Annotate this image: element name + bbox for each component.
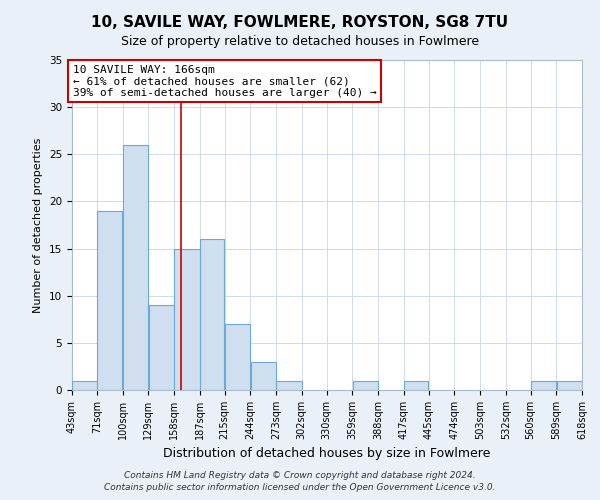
Y-axis label: Number of detached properties: Number of detached properties bbox=[34, 138, 43, 312]
Bar bbox=[149, 305, 174, 390]
Bar bbox=[174, 248, 199, 390]
X-axis label: Distribution of detached houses by size in Fowlmere: Distribution of detached houses by size … bbox=[163, 448, 491, 460]
Bar bbox=[404, 380, 428, 390]
Bar bbox=[276, 380, 302, 390]
Bar bbox=[123, 145, 148, 390]
Text: Contains HM Land Registry data © Crown copyright and database right 2024.
Contai: Contains HM Land Registry data © Crown c… bbox=[104, 471, 496, 492]
Bar bbox=[531, 380, 556, 390]
Bar bbox=[200, 239, 224, 390]
Text: 10 SAVILE WAY: 166sqm
← 61% of detached houses are smaller (62)
39% of semi-deta: 10 SAVILE WAY: 166sqm ← 61% of detached … bbox=[73, 64, 377, 98]
Bar bbox=[251, 362, 276, 390]
Bar bbox=[353, 380, 378, 390]
Bar bbox=[97, 211, 122, 390]
Text: Size of property relative to detached houses in Fowlmere: Size of property relative to detached ho… bbox=[121, 35, 479, 48]
Bar bbox=[557, 380, 582, 390]
Bar bbox=[72, 380, 97, 390]
Bar bbox=[225, 324, 250, 390]
Text: 10, SAVILE WAY, FOWLMERE, ROYSTON, SG8 7TU: 10, SAVILE WAY, FOWLMERE, ROYSTON, SG8 7… bbox=[91, 15, 509, 30]
